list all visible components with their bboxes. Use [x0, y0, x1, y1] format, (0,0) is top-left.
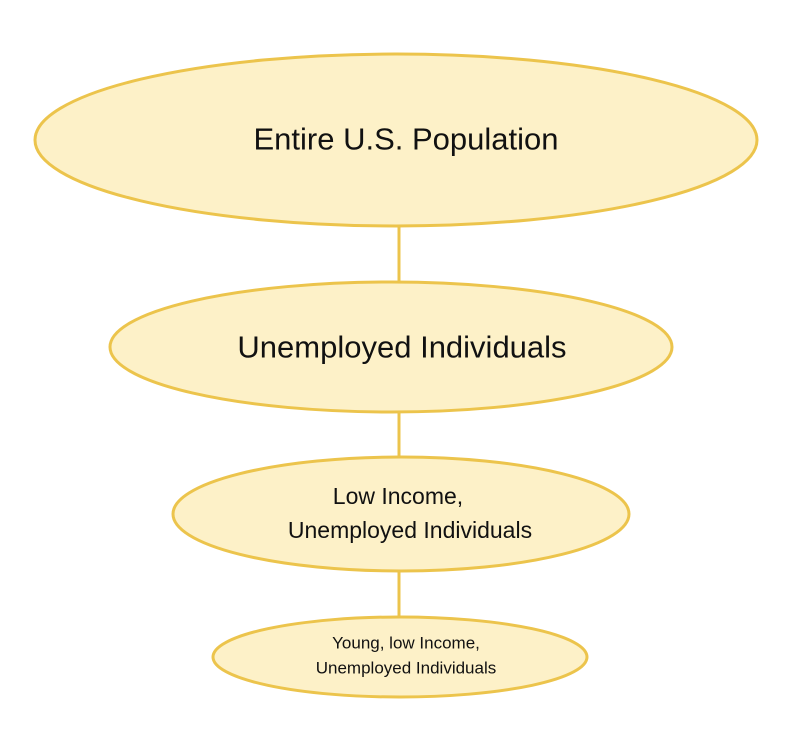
node-label-line-1: Low Income, — [333, 483, 463, 509]
node-label-line-2: Unemployed Individuals — [288, 517, 532, 543]
node-low-income-unemployed: Low Income, Unemployed Individuals — [171, 455, 631, 573]
node-label-line-2: Unemployed Individuals — [316, 659, 497, 678]
node-ellipse — [33, 52, 759, 228]
node-label: Unemployed Individuals — [237, 330, 566, 365]
node-ellipse — [108, 280, 674, 414]
node-label: Entire U.S. Population — [253, 122, 558, 157]
node-young-low-income-unemployed: Young, low Income, Unemployed Individual… — [211, 615, 589, 699]
node-unemployed-individuals: Unemployed Individuals — [108, 280, 674, 414]
node-entire-us-population: Entire U.S. Population — [33, 52, 759, 228]
node-ellipse — [211, 615, 589, 699]
node-ellipse — [171, 455, 631, 573]
node-label-line-1: Young, low Income, — [332, 634, 480, 653]
